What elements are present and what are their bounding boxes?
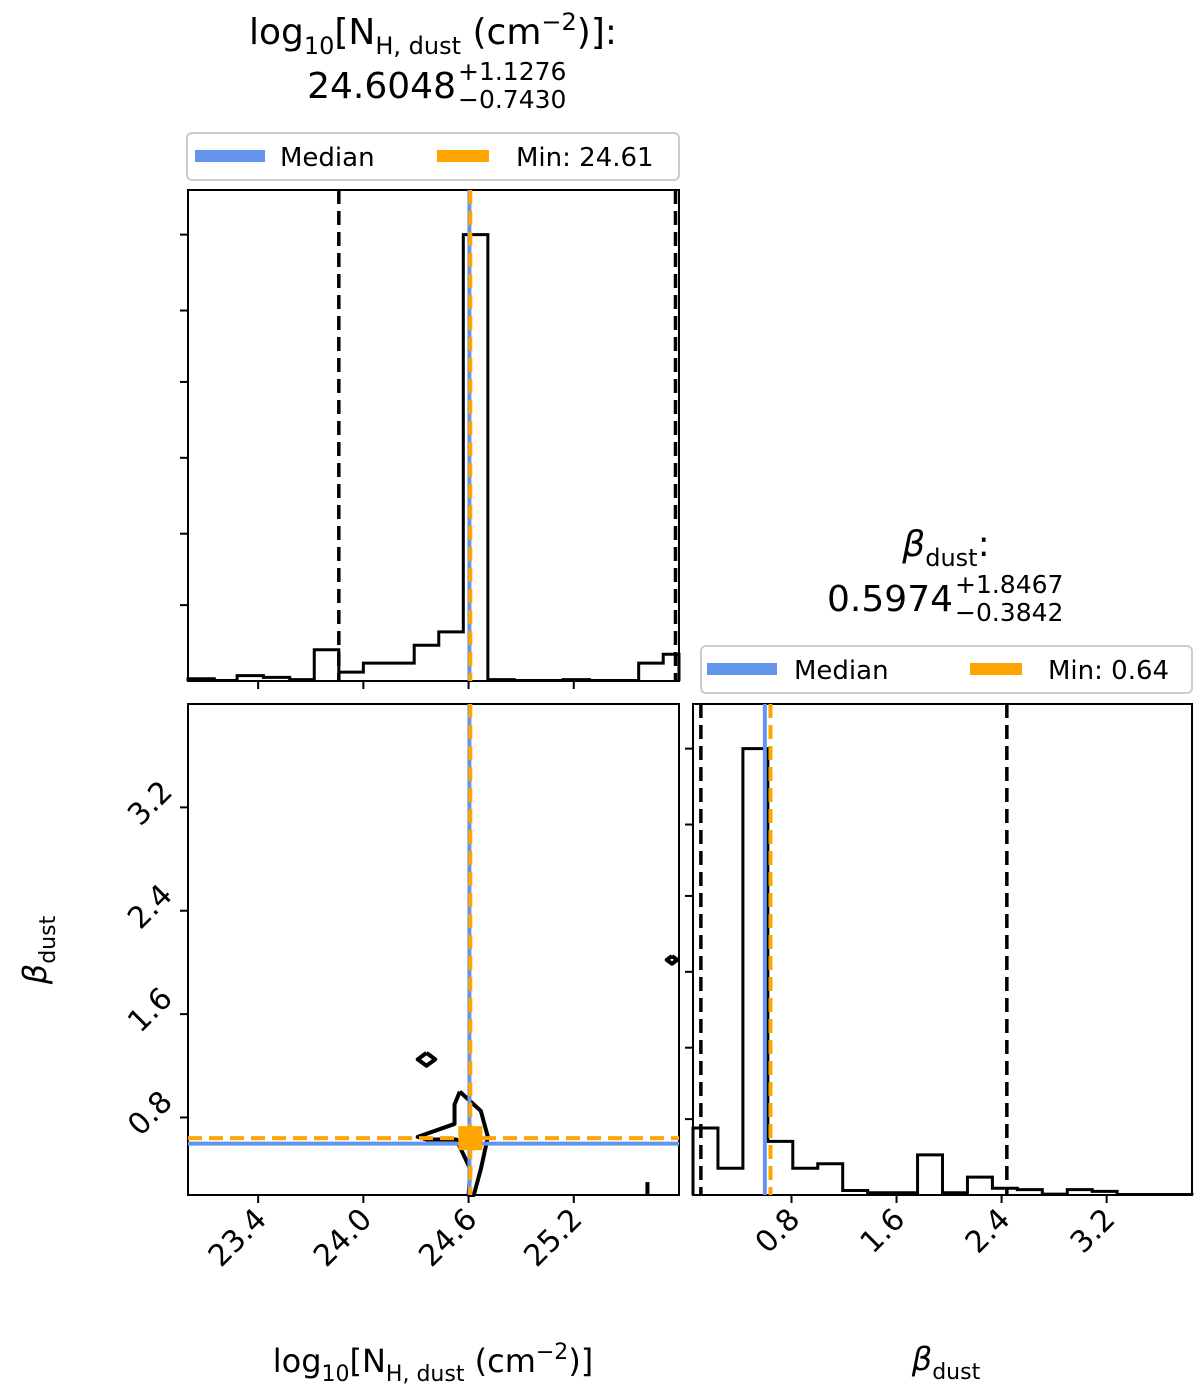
- contour-lines: [415, 954, 680, 1197]
- histogram-step: [186, 233, 681, 683]
- title-param2-err-minus: −0.3842: [955, 598, 1063, 627]
- legend-median-label: Median: [280, 143, 375, 173]
- x-tick-label: 23.4: [202, 1202, 274, 1274]
- y-ticks: [180, 233, 188, 607]
- y-axis-label-beta: βdust: [16, 915, 61, 985]
- x-tick-label: 0.8: [749, 1202, 807, 1260]
- legend-frame: [186, 132, 680, 181]
- x-ticks: [257, 681, 575, 689]
- contour-panel: 23.4 24.0 24.6 25.2 0.8 1.6 2.4 3.2: [121, 703, 680, 1274]
- y-tick-label: 2.4: [121, 878, 179, 936]
- legend-median-swatch: [707, 663, 777, 675]
- x-tick-label: 25.2: [517, 1202, 589, 1274]
- x-tick-label: 24.0: [307, 1202, 379, 1274]
- y-tick-label: 0.8: [121, 1084, 179, 1142]
- x-axis-label-beta: βdust: [911, 1340, 981, 1385]
- x-tick-label: 3.2: [1064, 1202, 1122, 1260]
- title-param2-name: βdust:: [901, 524, 989, 572]
- reference-lines: [699, 704, 1009, 1195]
- x-ticks: 23.4 24.0 24.6 25.2: [202, 1195, 589, 1274]
- legend-min-label: Min: 0.64: [1048, 656, 1169, 686]
- x-tick-label: 1.6: [854, 1202, 912, 1260]
- histogram-step: [691, 747, 1194, 1197]
- legend-min-swatch: [437, 150, 489, 162]
- histogram-panel-nh: [180, 189, 681, 689]
- panel-frame: [692, 703, 1193, 1196]
- x-axis-label-nh: log10[NH, dust (cm−2)]: [273, 1340, 594, 1387]
- legend-param2: Median Min: 0.64: [700, 645, 1193, 694]
- legend-min-label: Min: 24.61: [516, 143, 654, 173]
- y-ticks: 0.8 1.6 2.4 3.2: [121, 774, 188, 1143]
- legend-median-label: Median: [794, 656, 889, 686]
- y-tick-label: 3.2: [121, 774, 179, 832]
- reference-lines: [337, 190, 678, 681]
- title-param1-err-minus: −0.7430: [458, 85, 566, 114]
- y-tick-label: 1.6: [121, 981, 179, 1039]
- x-tick-label: 2.4: [959, 1202, 1017, 1260]
- title-param2-err-plus: +1.8467: [955, 570, 1063, 599]
- histogram-bins: [691, 747, 1194, 1197]
- reference-lines: [188, 704, 679, 1195]
- y-ticks: [685, 747, 693, 1121]
- panel-frame: [187, 189, 680, 682]
- legend-min-swatch: [970, 663, 1022, 675]
- legend-median-swatch: [195, 150, 265, 162]
- legend-param1: Median Min: 24.61: [186, 132, 680, 181]
- histogram-panel-beta: 0.8 1.6 2.4 3.2: [685, 703, 1194, 1260]
- histogram-bins: [186, 233, 681, 683]
- x-tick-label: 24.6: [412, 1202, 484, 1274]
- contour-path: [415, 1051, 438, 1068]
- title-param1-value: 24.6048: [307, 66, 456, 107]
- panel-frame: [187, 703, 680, 1196]
- min-marker: [458, 1126, 483, 1151]
- title-param1-err-plus: +1.1276: [458, 57, 566, 86]
- title-param2-value: 0.5974: [827, 579, 953, 620]
- contour-path: [664, 954, 680, 966]
- title-param2: βdust: 0.5974 +1.8467 −0.3842: [827, 524, 1063, 627]
- title-param1: log10[NH, dust (cm−2)]: 24.6048 +1.1276 …: [249, 8, 617, 114]
- legend-frame: [700, 645, 1193, 694]
- x-ticks: 0.8 1.6 2.4 3.2: [749, 1195, 1122, 1260]
- title-param1-name: log10[NH, dust (cm−2)]:: [249, 8, 617, 60]
